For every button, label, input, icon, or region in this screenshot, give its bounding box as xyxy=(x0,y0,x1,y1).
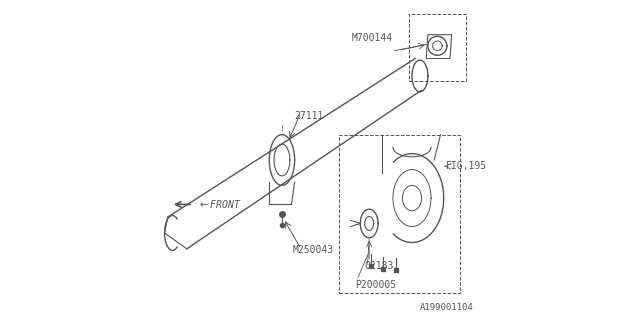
Text: 27111: 27111 xyxy=(294,111,324,121)
Text: P200005: P200005 xyxy=(355,280,396,290)
Text: A199001104: A199001104 xyxy=(420,303,474,312)
Text: 02183: 02183 xyxy=(364,261,394,271)
Text: M250043: M250043 xyxy=(293,245,334,255)
Text: FIG.195: FIG.195 xyxy=(446,161,488,171)
Text: $\leftarrow$FRONT: $\leftarrow$FRONT xyxy=(198,198,242,211)
Text: M700144: M700144 xyxy=(352,33,393,43)
